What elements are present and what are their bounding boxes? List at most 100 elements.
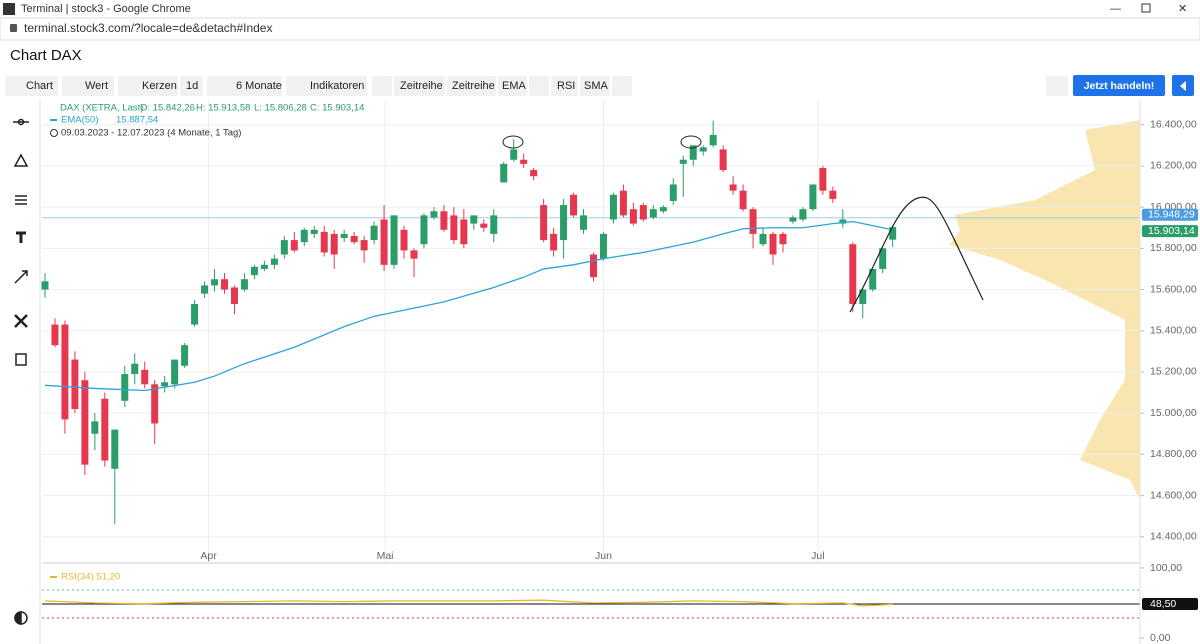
toolbar-button[interactable]: [62, 76, 114, 96]
candle-body: [530, 170, 538, 177]
legend-high: H: 15.913,58: [196, 103, 250, 114]
toolbar: Chart Wert Kerzen 1d 6 Monate Indikatoren Zeit…: [5, 76, 632, 96]
candle-body: [420, 215, 428, 245]
candle-body: [370, 225, 378, 241]
url-bar[interactable]: [0, 17, 1200, 41]
candle-body: [450, 215, 458, 241]
price-marker: [1142, 208, 1198, 221]
toolbar-label[interactable]: EMA: [502, 80, 527, 92]
maximize[interactable]: [1141, 3, 1151, 13]
candle-body: [619, 190, 627, 216]
x-tick-label: Mai: [377, 550, 394, 562]
magic-button[interactable]: [1046, 76, 1068, 96]
toolbar-button[interactable]: [286, 76, 367, 96]
toolbar-icon-button[interactable]: [372, 76, 392, 96]
rsi-marker: [1142, 598, 1198, 611]
trade-button[interactable]: [1073, 75, 1165, 96]
close[interactable]: ✕: [1178, 3, 1187, 15]
candle-body: [470, 215, 478, 224]
candle-body: [250, 266, 258, 276]
toolbar-label[interactable]: Zeitreihe: [452, 80, 495, 92]
tool-fib[interactable]: [15, 195, 27, 205]
y-tick-label: 15.200,00: [1150, 366, 1197, 378]
toolbar-label[interactable]: Indikatoren: [310, 80, 364, 92]
y-tick-label: 14.600,00: [1150, 489, 1197, 501]
toolbar-label[interactable]: Zeitreihe: [400, 80, 443, 92]
candle-body: [649, 209, 657, 218]
toolbar-label[interactable]: RSI: [557, 80, 575, 92]
legend-instrument: DAX (XETRA, Last): [60, 103, 143, 114]
tool-list[interactable]: [15, 353, 27, 366]
candle-body: [171, 359, 179, 385]
candle-body: [560, 205, 568, 241]
candle-body: [320, 231, 328, 253]
toolbar-button[interactable]: [207, 76, 282, 96]
candle-body: [490, 215, 498, 234]
candle-body: [41, 281, 49, 290]
url[interactable]: terminal.stock3.com/?locale=de&detach#In…: [24, 21, 272, 35]
candle-body: [779, 233, 787, 245]
sidebar-icons: [13, 118, 29, 625]
candle-body: [510, 149, 518, 160]
tool-triangle[interactable]: [13, 153, 29, 167]
toolbar-button[interactable]: [498, 76, 527, 96]
candle-body: [161, 382, 169, 387]
toolbar-icon-button[interactable]: [529, 76, 549, 96]
rsi-tick-label: 100,00: [1150, 562, 1182, 574]
toolbar-label[interactable]: Wert: [85, 80, 108, 92]
candle-body: [400, 229, 408, 251]
tool-remove[interactable]: [14, 314, 28, 328]
candle-body: [839, 219, 847, 224]
toolbar-label[interactable]: 1d: [186, 80, 198, 92]
toolbar-label[interactable]: 6 Monate: [236, 80, 282, 92]
app-icon: [3, 3, 15, 15]
y-tick-label: 15.000,00: [1150, 407, 1197, 419]
legend-low: L: 15.806,28: [254, 103, 307, 114]
candle-body: [61, 324, 69, 420]
toolbar-label[interactable]: Chart: [26, 80, 53, 92]
toolbar-button[interactable]: [118, 76, 178, 96]
candle-body: [520, 159, 528, 164]
candle-body: [679, 159, 687, 164]
candle-body: [181, 345, 189, 366]
candle-body: [141, 369, 149, 385]
candle-body: [101, 398, 109, 461]
price-marker: [1142, 225, 1198, 238]
rsi-marker-label: 48,50: [1150, 598, 1176, 610]
toolbar-label[interactable]: SMA: [584, 80, 609, 92]
y-tick-label: 15.800,00: [1150, 242, 1197, 254]
candle-body: [540, 205, 548, 241]
candle-body: [589, 254, 597, 278]
tool-arrow[interactable]: [14, 270, 28, 284]
lock-icon: [10, 24, 17, 32]
toolbar-button[interactable]: [394, 76, 445, 96]
y-tick-label: 16.400,00: [1150, 119, 1197, 131]
candle-body: [729, 184, 737, 191]
annotation-arrow: [849, 196, 984, 313]
toolbar-button[interactable]: [551, 76, 578, 96]
candle-body: [739, 190, 747, 210]
tool-text[interactable]: [16, 231, 26, 243]
candle-body: [460, 219, 468, 245]
legend-ema: EMA(50): [61, 115, 98, 126]
toolbar-icon-button[interactable]: [612, 76, 632, 96]
page-title: Chart DAX: [10, 47, 82, 64]
price-marker-label: 15.948,29: [1148, 209, 1195, 221]
toolbar-button[interactable]: [447, 76, 496, 96]
toolbar-label[interactable]: Kerzen: [142, 80, 177, 92]
candle-body: [829, 190, 837, 199]
candle-body: [869, 268, 877, 290]
candle-body: [290, 240, 298, 251]
candle-body: [689, 145, 697, 160]
candle-body: [240, 279, 248, 290]
legend-ema-value: 15.887,54: [116, 115, 158, 126]
toolbar-button[interactable]: [180, 76, 203, 96]
candle-body: [51, 324, 59, 346]
toolbar-button[interactable]: [5, 76, 58, 96]
candle-body: [300, 229, 308, 243]
minimize[interactable]: —: [1110, 3, 1121, 15]
candle-body: [849, 244, 857, 304]
toolbar-button[interactable]: [580, 76, 610, 96]
trade-button-label[interactable]: Jetzt handeln!: [1084, 80, 1155, 92]
candle-body: [131, 363, 139, 375]
